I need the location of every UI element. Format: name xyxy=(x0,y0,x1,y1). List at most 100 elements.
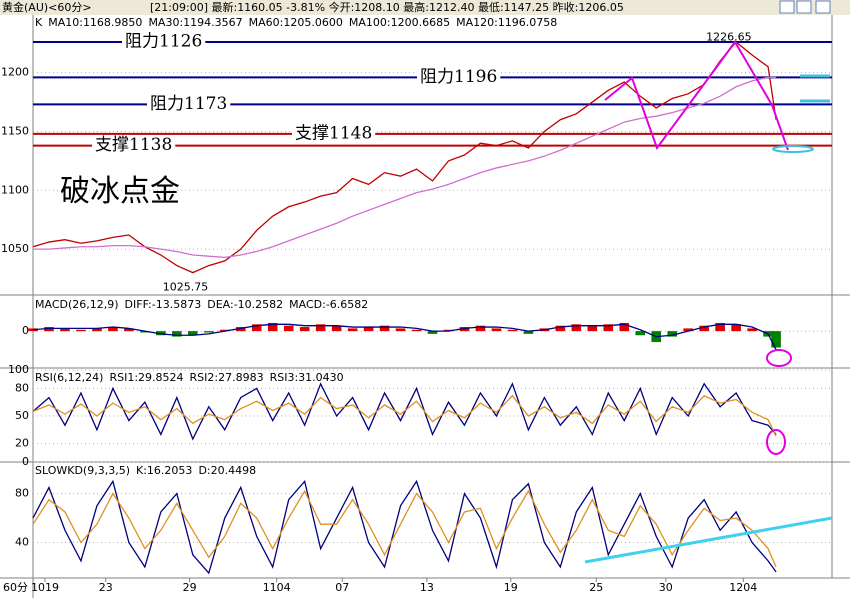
y-tick-label: 1150 xyxy=(1,124,29,137)
series-line xyxy=(32,489,777,568)
macd-bar xyxy=(395,328,406,332)
level-label-bg xyxy=(417,67,501,88)
price-label: 1025.75 xyxy=(163,281,209,294)
chart-title: 破冰点金 xyxy=(60,174,180,209)
x-tick-label: 30 xyxy=(659,581,673,594)
prev-button[interactable] xyxy=(779,0,795,14)
legend-item: RSI2:27.8983 xyxy=(190,371,264,384)
x-tick-label: 19 xyxy=(504,581,518,594)
legend-item: MA60:1205.0600 xyxy=(249,16,343,29)
y-tick-label: 0 xyxy=(22,324,29,337)
wave-line xyxy=(604,40,789,151)
annotations xyxy=(584,40,833,564)
macd-bar xyxy=(571,324,582,332)
macd-bar xyxy=(283,325,294,332)
x-tick-label: 23 xyxy=(99,581,113,594)
next-button[interactable] xyxy=(796,0,812,14)
legend-item: K:16.2053 xyxy=(136,464,192,477)
panel-label: MACD(26,12,9) xyxy=(35,298,119,311)
macd-bar xyxy=(299,327,310,332)
x-tick-label: 29 xyxy=(183,581,197,594)
cyan-mark xyxy=(772,145,814,153)
x-tick-label: 25 xyxy=(589,581,603,594)
x-tick-label: 13 xyxy=(420,581,434,594)
macd-bar xyxy=(315,324,326,332)
macd-bar xyxy=(635,331,646,336)
close-button[interactable] xyxy=(815,0,831,14)
macd-bar xyxy=(379,325,390,332)
legend-item: MA10:1168.9850 xyxy=(48,16,142,29)
y-tick-label: 40 xyxy=(15,536,29,549)
macd-bar xyxy=(124,328,134,332)
y-tick-label: 80 xyxy=(15,381,29,394)
level-label-bg xyxy=(147,94,231,115)
series-line xyxy=(32,479,777,575)
legend-item: MA120:1196.0758 xyxy=(456,16,557,29)
y-tick-label: 80 xyxy=(15,487,29,500)
series-line xyxy=(32,323,777,350)
macd-bar xyxy=(76,329,86,332)
macd-bar xyxy=(44,327,54,332)
macd-bar xyxy=(140,331,150,333)
legend-item: D:20.4498 xyxy=(198,464,256,477)
macd-bar xyxy=(683,328,693,332)
level-label: 阻力1126 xyxy=(125,32,202,52)
level-label: 支撑1148 xyxy=(295,123,372,143)
y-tick-label: 1050 xyxy=(1,242,29,255)
macd-bar xyxy=(203,331,214,333)
macd-bar xyxy=(475,325,486,332)
x-tick-label: 1019 xyxy=(31,581,59,594)
legend-item: MA30:1194.3567 xyxy=(148,16,242,29)
trend-line xyxy=(584,516,833,564)
circle-mark xyxy=(766,429,786,455)
macd-bar xyxy=(491,328,502,332)
level-label: 阻力1196 xyxy=(420,67,497,87)
macd-bar xyxy=(60,328,70,332)
macd-bar xyxy=(92,328,102,332)
symbol: 黄金(AU)<60分> xyxy=(2,0,92,14)
macd-bar xyxy=(219,329,230,332)
macd-bar xyxy=(267,322,278,332)
macd-bar xyxy=(331,325,342,332)
x-unit: 60分 xyxy=(3,581,28,594)
series-line xyxy=(32,382,777,441)
macd-bar xyxy=(188,331,198,336)
legend-item: RSI1:29.8524 xyxy=(109,371,183,384)
macd-bar xyxy=(172,331,182,337)
legend-item: RSI3:31.0430 xyxy=(270,371,344,384)
window-buttons[interactable] xyxy=(779,0,831,14)
level-label-bg xyxy=(92,135,176,156)
macd-bar xyxy=(235,327,246,332)
level-label: 支撑1138 xyxy=(95,135,172,155)
macd-bar xyxy=(347,328,358,332)
y-tick-label: 0 xyxy=(22,455,29,468)
macd-bar xyxy=(443,329,454,332)
y-tick-label: 100 xyxy=(8,363,29,376)
y-tick-label: 1200 xyxy=(1,66,29,79)
price-label: 1226.65 xyxy=(706,30,752,43)
level-label: 阻力1173 xyxy=(150,94,227,114)
macd-bar xyxy=(251,324,262,332)
macd-bar xyxy=(411,329,422,332)
panel-label: SLOWKD(9,3,3,5) xyxy=(35,464,130,477)
circle-mark xyxy=(766,349,792,367)
macd-bar xyxy=(555,325,566,332)
macd-bar xyxy=(747,328,757,332)
panel-label: RSI(6,12,24) xyxy=(35,371,103,384)
legend-item: MACD:-6.6582 xyxy=(289,298,368,311)
macd-bar xyxy=(108,327,118,332)
macd-bar xyxy=(731,324,741,332)
legend-item: DEA:-10.2582 xyxy=(207,298,283,311)
macd-bar xyxy=(771,331,781,348)
macd-bar xyxy=(523,331,534,334)
macd-bar xyxy=(715,322,725,332)
macd-bar xyxy=(667,331,677,337)
header-bar xyxy=(0,0,850,15)
level-label-bg xyxy=(122,32,206,53)
macd-bar xyxy=(603,324,614,332)
y-tick-label: 1100 xyxy=(1,183,29,196)
macd-bar xyxy=(619,322,630,332)
macd-bar xyxy=(699,325,709,332)
